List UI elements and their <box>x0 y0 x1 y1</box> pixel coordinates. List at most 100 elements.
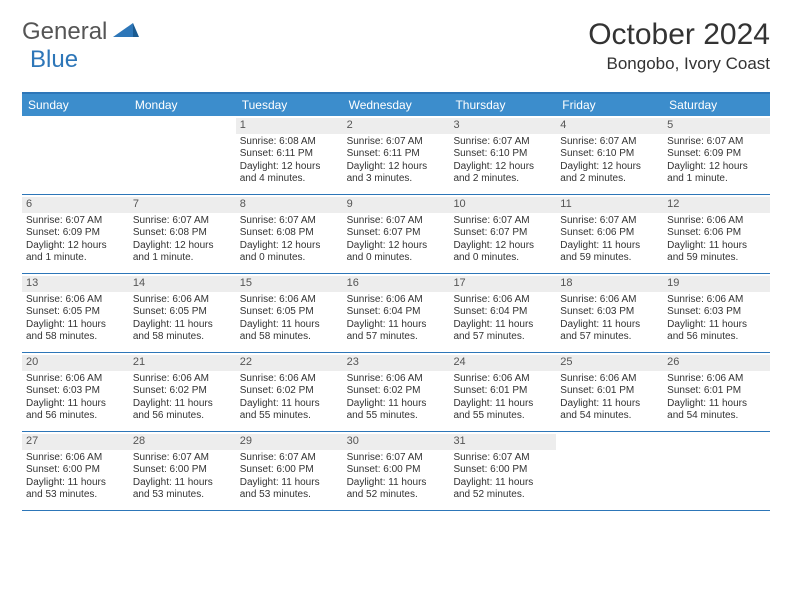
day-detail: Sunrise: 6:07 AMSunset: 6:10 PMDaylight:… <box>453 136 552 186</box>
day-number: 30 <box>343 434 450 450</box>
day-detail: Sunrise: 6:06 AMSunset: 6:05 PMDaylight:… <box>133 294 232 344</box>
calendar-cell: 18 Sunrise: 6:06 AMSunset: 6:03 PMDayligh… <box>556 274 663 352</box>
logo-text-blue-wrap: Blue <box>30 46 78 74</box>
calendar-cell: 8 Sunrise: 6:07 AMSunset: 6:08 PMDaylight… <box>236 195 343 273</box>
calendar-cell <box>129 116 236 194</box>
day-number: 24 <box>449 355 556 371</box>
header: General October 2024 Bongobo, Ivory Coas… <box>22 18 770 74</box>
calendar: SundayMondayTuesdayWednesdayThursdayFrid… <box>22 92 770 511</box>
day-detail: Sunrise: 6:07 AMSunset: 6:08 PMDaylight:… <box>240 215 339 265</box>
day-detail: Sunrise: 6:08 AMSunset: 6:11 PMDaylight:… <box>240 136 339 186</box>
calendar-cell: 21 Sunrise: 6:06 AMSunset: 6:02 PMDayligh… <box>129 353 236 431</box>
day-number: 4 <box>556 118 663 134</box>
day-number: 15 <box>236 276 343 292</box>
calendar-cell: 14 Sunrise: 6:06 AMSunset: 6:05 PMDayligh… <box>129 274 236 352</box>
calendar-cell: 30 Sunrise: 6:07 AMSunset: 6:00 PMDayligh… <box>343 432 450 510</box>
calendar-cell: 10 Sunrise: 6:07 AMSunset: 6:07 PMDayligh… <box>449 195 556 273</box>
day-detail: Sunrise: 6:06 AMSunset: 6:01 PMDaylight:… <box>560 373 659 423</box>
day-number: 26 <box>663 355 770 371</box>
day-number: 29 <box>236 434 343 450</box>
day-detail: Sunrise: 6:06 AMSunset: 6:03 PMDaylight:… <box>560 294 659 344</box>
day-number: 11 <box>556 197 663 213</box>
day-detail: Sunrise: 6:07 AMSunset: 6:09 PMDaylight:… <box>26 215 125 265</box>
calendar-body: 1 Sunrise: 6:08 AMSunset: 6:11 PMDaylight… <box>22 116 770 511</box>
month-title: October 2024 <box>588 18 770 52</box>
day-number: 3 <box>449 118 556 134</box>
day-number: 6 <box>22 197 129 213</box>
day-number: 2 <box>343 118 450 134</box>
calendar-cell: 5Sunrise: 6:07 AMSunset: 6:09 PMDaylight… <box>663 116 770 194</box>
day-number: 14 <box>129 276 236 292</box>
calendar-cell: 17 Sunrise: 6:06 AMSunset: 6:04 PMDayligh… <box>449 274 556 352</box>
day-number: 31 <box>449 434 556 450</box>
calendar-cell: 2 Sunrise: 6:07 AMSunset: 6:11 PMDaylight… <box>343 116 450 194</box>
calendar-cell: 4Sunrise: 6:07 AMSunset: 6:10 PMDaylight… <box>556 116 663 194</box>
day-number: 16 <box>343 276 450 292</box>
dayheader: Friday <box>556 94 663 116</box>
calendar-cell: 24 Sunrise: 6:06 AMSunset: 6:01 PMDayligh… <box>449 353 556 431</box>
day-detail: Sunrise: 6:07 AMSunset: 6:11 PMDaylight:… <box>347 136 446 186</box>
day-number: 12 <box>663 197 770 213</box>
day-number: 10 <box>449 197 556 213</box>
day-number: 27 <box>22 434 129 450</box>
day-number: 23 <box>343 355 450 371</box>
day-detail: Sunrise: 6:06 AMSunset: 6:01 PMDaylight:… <box>453 373 552 423</box>
day-number: 17 <box>449 276 556 292</box>
day-detail: Sunrise: 6:06 AMSunset: 6:01 PMDaylight:… <box>667 373 766 423</box>
calendar-cell: 27Sunrise: 6:06 AMSunset: 6:00 PMDayligh… <box>22 432 129 510</box>
calendar-cell: 20 Sunrise: 6:06 AMSunset: 6:03 PMDayligh… <box>22 353 129 431</box>
calendar-cell: 22 Sunrise: 6:06 AMSunset: 6:02 PMDayligh… <box>236 353 343 431</box>
day-detail: Sunrise: 6:06 AMSunset: 6:02 PMDaylight:… <box>347 373 446 423</box>
day-detail: Sunrise: 6:06 AMSunset: 6:05 PMDaylight:… <box>26 294 125 344</box>
dayheader: Sunday <box>22 94 129 116</box>
calendar-cell: 6 Sunrise: 6:07 AMSunset: 6:09 PMDaylight… <box>22 195 129 273</box>
day-detail: Sunrise: 6:07 AMSunset: 6:07 PMDaylight:… <box>453 215 552 265</box>
calendar-cell: 23 Sunrise: 6:06 AMSunset: 6:02 PMDayligh… <box>343 353 450 431</box>
day-number: 1 <box>236 118 343 134</box>
dayheader: Thursday <box>449 94 556 116</box>
logo: General <box>22 18 141 46</box>
day-detail: Sunrise: 6:06 AMSunset: 6:04 PMDaylight:… <box>453 294 552 344</box>
dayheader: Wednesday <box>343 94 450 116</box>
day-number: 9 <box>343 197 450 213</box>
day-number: 21 <box>129 355 236 371</box>
day-detail: Sunrise: 6:07 AMSunset: 6:00 PMDaylight:… <box>133 452 232 502</box>
day-number: 22 <box>236 355 343 371</box>
day-number: 20 <box>22 355 129 371</box>
calendar-week: 27Sunrise: 6:06 AMSunset: 6:00 PMDayligh… <box>22 432 770 511</box>
calendar-week: 1 Sunrise: 6:08 AMSunset: 6:11 PMDaylight… <box>22 116 770 195</box>
calendar-cell <box>22 116 129 194</box>
calendar-week: 13Sunrise: 6:06 AMSunset: 6:05 PMDayligh… <box>22 274 770 353</box>
day-detail: Sunrise: 6:06 AMSunset: 6:05 PMDaylight:… <box>240 294 339 344</box>
day-number: 13 <box>22 276 129 292</box>
calendar-week: 20 Sunrise: 6:06 AMSunset: 6:03 PMDayligh… <box>22 353 770 432</box>
day-detail: Sunrise: 6:07 AMSunset: 6:00 PMDaylight:… <box>453 452 552 502</box>
day-detail: Sunrise: 6:07 AMSunset: 6:00 PMDaylight:… <box>347 452 446 502</box>
dayheader-row: SundayMondayTuesdayWednesdayThursdayFrid… <box>22 94 770 116</box>
calendar-cell: 15 Sunrise: 6:06 AMSunset: 6:05 PMDayligh… <box>236 274 343 352</box>
calendar-cell: 31 Sunrise: 6:07 AMSunset: 6:00 PMDayligh… <box>449 432 556 510</box>
day-detail: Sunrise: 6:06 AMSunset: 6:02 PMDaylight:… <box>240 373 339 423</box>
day-detail: Sunrise: 6:07 AMSunset: 6:00 PMDaylight:… <box>240 452 339 502</box>
calendar-cell <box>663 432 770 510</box>
calendar-cell: 28 Sunrise: 6:07 AMSunset: 6:00 PMDayligh… <box>129 432 236 510</box>
calendar-cell: 3 Sunrise: 6:07 AMSunset: 6:10 PMDaylight… <box>449 116 556 194</box>
calendar-cell: 29 Sunrise: 6:07 AMSunset: 6:00 PMDayligh… <box>236 432 343 510</box>
location: Bongobo, Ivory Coast <box>588 54 770 74</box>
calendar-cell: 1 Sunrise: 6:08 AMSunset: 6:11 PMDaylight… <box>236 116 343 194</box>
dayheader: Monday <box>129 94 236 116</box>
title-block: October 2024 Bongobo, Ivory Coast <box>588 18 770 74</box>
day-detail: Sunrise: 6:06 AMSunset: 6:03 PMDaylight:… <box>26 373 125 423</box>
day-number: 8 <box>236 197 343 213</box>
day-number: 25 <box>556 355 663 371</box>
calendar-week: 6 Sunrise: 6:07 AMSunset: 6:09 PMDaylight… <box>22 195 770 274</box>
day-detail: Sunrise: 6:06 AMSunset: 6:06 PMDaylight:… <box>667 215 766 265</box>
calendar-cell: 26 Sunrise: 6:06 AMSunset: 6:01 PMDayligh… <box>663 353 770 431</box>
day-detail: Sunrise: 6:06 AMSunset: 6:03 PMDaylight:… <box>667 294 766 344</box>
day-number: 28 <box>129 434 236 450</box>
day-number: 18 <box>556 276 663 292</box>
day-detail: Sunrise: 6:06 AMSunset: 6:02 PMDaylight:… <box>133 373 232 423</box>
day-detail: Sunrise: 6:07 AMSunset: 6:07 PMDaylight:… <box>347 215 446 265</box>
calendar-cell: 19Sunrise: 6:06 AMSunset: 6:03 PMDayligh… <box>663 274 770 352</box>
day-detail: Sunrise: 6:07 AMSunset: 6:08 PMDaylight:… <box>133 215 232 265</box>
